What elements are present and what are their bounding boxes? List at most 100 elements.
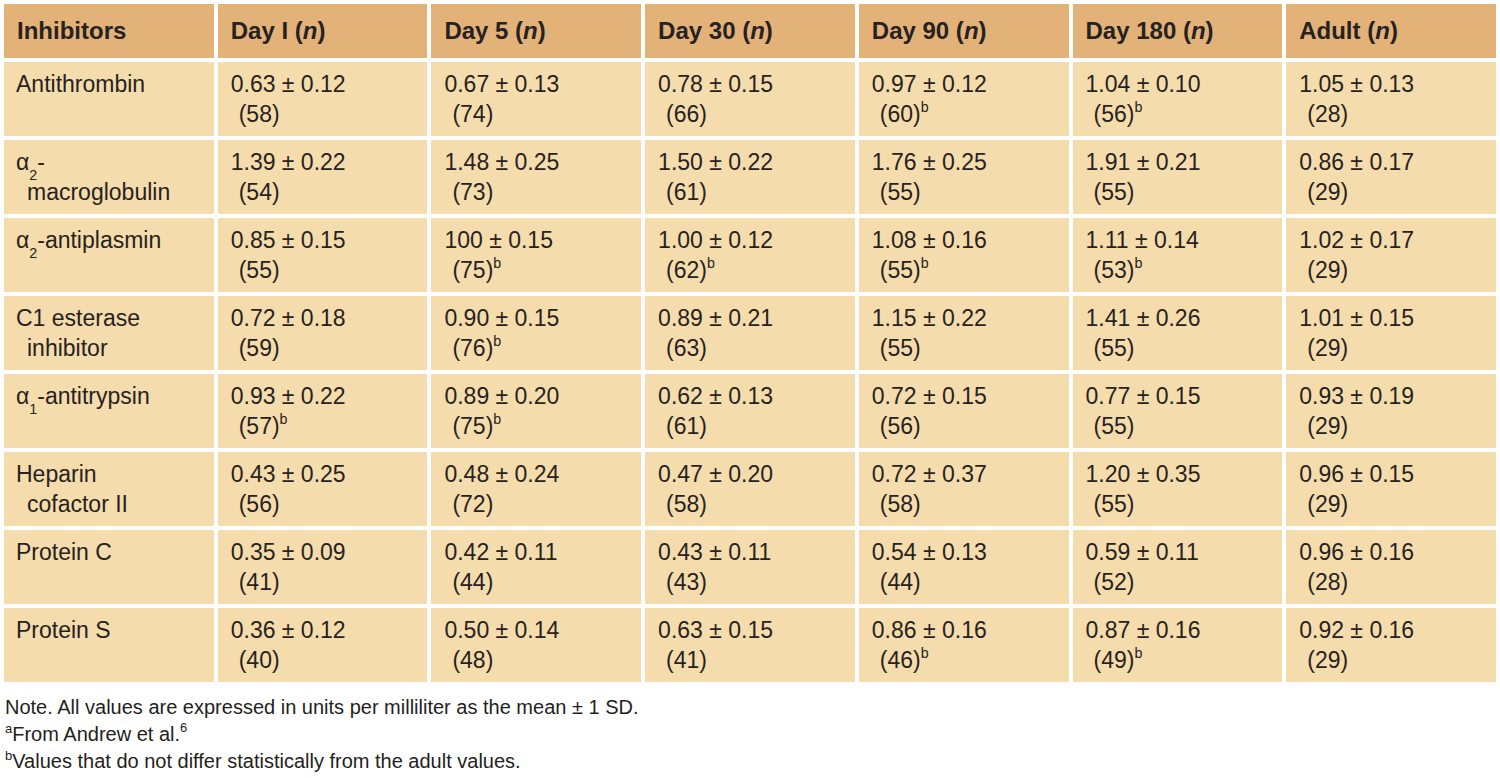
- mean-sd-value: 1.20 ± 0.35: [1086, 459, 1279, 489]
- footnote-marker-b: b: [1134, 255, 1142, 271]
- mean-sd-value: 1.48 ± 0.25: [444, 147, 637, 177]
- sample-count: (29): [1299, 255, 1492, 285]
- mean-sd-value: 0.67 ± 0.13: [444, 69, 637, 99]
- sample-count: (29): [1299, 411, 1492, 441]
- mean-sd-value: 1.91 ± 0.21: [1086, 147, 1279, 177]
- sample-count: (29): [1299, 645, 1492, 675]
- mean-sd-value: 0.85 ± 0.15: [231, 225, 424, 255]
- italic-n: n: [964, 17, 979, 44]
- mean-sd-value: 1.76 ± 0.25: [872, 147, 1065, 177]
- footnote-marker-b: b: [921, 99, 929, 115]
- subscript: 1: [29, 401, 37, 417]
- value-cell: 0.90 ± 0.15(76)b: [431, 296, 641, 370]
- sample-count: (55): [872, 333, 1065, 363]
- sample-count: (48): [444, 645, 637, 675]
- subscript: 2: [29, 245, 37, 261]
- value-cell: 1.39 ± 0.22(54): [218, 140, 428, 214]
- row-label: α2-macroglobulin: [4, 140, 214, 214]
- sample-count: (58): [231, 99, 424, 129]
- footnote-marker-b: b: [921, 645, 929, 661]
- value-cell: 0.93 ± 0.19(29): [1286, 374, 1496, 448]
- subscript: 2: [29, 167, 37, 183]
- sample-count: (75)b: [444, 255, 637, 285]
- mean-sd-value: 0.96 ± 0.16: [1299, 537, 1492, 567]
- sample-count: (62)b: [658, 255, 851, 285]
- column-header: Day 30 (n): [645, 4, 855, 58]
- value-cell: 0.93 ± 0.22(57)b: [218, 374, 428, 448]
- value-cell: 1.91 ± 0.21(55): [1073, 140, 1283, 214]
- mean-sd-value: 0.86 ± 0.17: [1299, 147, 1492, 177]
- mean-sd-value: 1.08 ± 0.16: [872, 225, 1065, 255]
- footnote-marker-b: b: [707, 255, 715, 271]
- footnote-marker-b: b: [493, 333, 501, 349]
- sample-count: (55): [1086, 489, 1279, 519]
- sample-count: (57)b: [231, 411, 424, 441]
- sample-count: (46)b: [872, 645, 1065, 675]
- footnote-marker-b: b: [493, 411, 501, 427]
- sample-count: (28): [1299, 99, 1492, 129]
- italic-n: n: [1375, 17, 1390, 44]
- sample-count: (49)b: [1086, 645, 1279, 675]
- sample-count: (28): [1299, 567, 1492, 597]
- mean-sd-value: 0.36 ± 0.12: [231, 615, 424, 645]
- sample-count: (66): [658, 99, 851, 129]
- value-cell: 0.89 ± 0.21(63): [645, 296, 855, 370]
- value-cell: 0.96 ± 0.15(29): [1286, 452, 1496, 526]
- table-row: α1-antitrypsin0.93 ± 0.22(57)b0.89 ± 0.2…: [4, 374, 1496, 448]
- value-cell: 0.35 ± 0.09(41): [218, 530, 428, 604]
- mean-sd-value: 0.92 ± 0.16: [1299, 615, 1492, 645]
- footnote-marker-b: b: [493, 255, 501, 271]
- sample-count: (61): [658, 411, 851, 441]
- row-label: Antithrombin: [4, 62, 214, 136]
- value-cell: 1.00 ± 0.12(62)b: [645, 218, 855, 292]
- footnote-marker-b: b: [1134, 645, 1142, 661]
- value-cell: 0.89 ± 0.20(75)b: [431, 374, 641, 448]
- value-cell: 1.76 ± 0.25(55): [859, 140, 1069, 214]
- mean-sd-value: 0.47 ± 0.20: [658, 459, 851, 489]
- column-header: Day 5 (n): [431, 4, 641, 58]
- table-figure: InhibitorsDay I (n)Day 5 (n)Day 30 (n)Da…: [0, 0, 1500, 778]
- value-cell: 0.77 ± 0.15(55): [1073, 374, 1283, 448]
- sample-count: (29): [1299, 333, 1492, 363]
- inhibitors-table: InhibitorsDay I (n)Day 5 (n)Day 30 (n)Da…: [0, 0, 1500, 686]
- sample-count: (60)b: [872, 99, 1065, 129]
- sample-count: (41): [231, 567, 424, 597]
- mean-sd-value: 0.77 ± 0.15: [1086, 381, 1279, 411]
- sample-count: (63): [658, 333, 851, 363]
- value-cell: 0.72 ± 0.37(58): [859, 452, 1069, 526]
- value-cell: 1.05 ± 0.13(28): [1286, 62, 1496, 136]
- mean-sd-value: 0.59 ± 0.11: [1086, 537, 1279, 567]
- mean-sd-value: 0.93 ± 0.19: [1299, 381, 1492, 411]
- mean-sd-value: 0.62 ± 0.13: [658, 381, 851, 411]
- sample-count: (54): [231, 177, 424, 207]
- sample-count: (43): [658, 567, 851, 597]
- value-cell: 0.63 ± 0.12(58): [218, 62, 428, 136]
- mean-sd-value: 0.90 ± 0.15: [444, 303, 637, 333]
- value-cell: 0.54 ± 0.13(44): [859, 530, 1069, 604]
- footnotes: Note. All values are expressed in units …: [5, 694, 1500, 775]
- value-cell: 0.48 ± 0.24(72): [431, 452, 641, 526]
- value-cell: 0.43 ± 0.25(56): [218, 452, 428, 526]
- sample-count: (44): [444, 567, 637, 597]
- sample-count: (55)b: [872, 255, 1065, 285]
- mean-sd-value: 0.89 ± 0.21: [658, 303, 851, 333]
- value-cell: 0.96 ± 0.16(28): [1286, 530, 1496, 604]
- mean-sd-value: 1.01 ± 0.15: [1299, 303, 1492, 333]
- sample-count: (40): [231, 645, 424, 675]
- mean-sd-value: 0.72 ± 0.37: [872, 459, 1065, 489]
- mean-sd-value: 0.89 ± 0.20: [444, 381, 637, 411]
- mean-sd-value: 0.97 ± 0.12: [872, 69, 1065, 99]
- mean-sd-value: 0.43 ± 0.25: [231, 459, 424, 489]
- footnote-marker-b: b: [1134, 99, 1142, 115]
- sample-count: (61): [658, 177, 851, 207]
- sample-count: (44): [872, 567, 1065, 597]
- value-cell: 0.47 ± 0.20(58): [645, 452, 855, 526]
- sample-count: (56): [231, 489, 424, 519]
- sample-count: (76)b: [444, 333, 637, 363]
- header-row: InhibitorsDay I (n)Day 5 (n)Day 30 (n)Da…: [4, 4, 1496, 58]
- value-cell: 0.86 ± 0.17(29): [1286, 140, 1496, 214]
- value-cell: 0.36 ± 0.12(40): [218, 608, 428, 682]
- table-row: Antithrombin0.63 ± 0.12(58)0.67 ± 0.13(7…: [4, 62, 1496, 136]
- mean-sd-value: 0.42 ± 0.11: [444, 537, 637, 567]
- mean-sd-value: 1.11 ± 0.14: [1086, 225, 1279, 255]
